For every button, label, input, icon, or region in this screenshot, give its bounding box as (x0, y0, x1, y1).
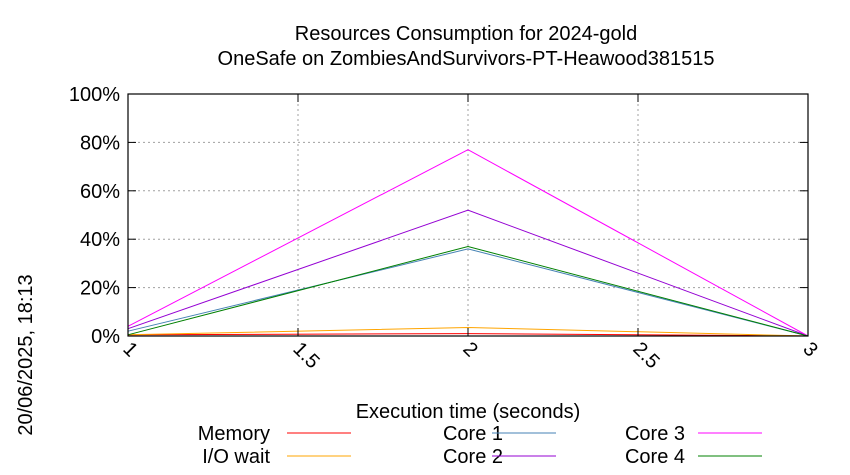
legend-label-core-3: Core 3 (625, 423, 685, 445)
y-tick-label: 60% (80, 181, 120, 203)
series-line-core-4 (127, 245, 809, 337)
y-tick-label: 20% (80, 278, 120, 300)
series-lines (127, 149, 809, 337)
x-tick-label: 1 (118, 338, 141, 361)
y-tick-label: 80% (80, 132, 120, 154)
x-tick-label: 1.5 (288, 338, 323, 373)
legend-label-i-o-wait: I/O wait (202, 446, 270, 468)
series-line-core-3 (127, 149, 809, 337)
x-axis-ticks: 1 1.5 2 2.5 3 (118, 94, 822, 373)
legend-label-core-4: Core 4 (625, 446, 685, 468)
grid-lines (128, 94, 808, 336)
legend-label-core-1: Core 1 (443, 423, 503, 445)
series-line-i-o-wait (127, 326, 809, 337)
x-axis-label: Execution time (seconds) (356, 401, 581, 423)
x-tick-label: 2.5 (628, 338, 663, 373)
timestamp-label: 20/06/2025, 18:13 (15, 274, 37, 435)
chart-title: Resources Consumption for 2024-gold (295, 23, 637, 45)
legend-label-core-2: Core 2 (443, 446, 503, 468)
y-tick-label: 0% (91, 326, 120, 348)
series-line-core-1 (127, 248, 809, 337)
y-tick-label: 100% (69, 84, 120, 106)
y-axis-ticks: 0% 20% 40% 60% 80% 100% (69, 84, 808, 348)
x-tick-label: 2 (458, 338, 481, 361)
legend-label-memory: Memory (198, 423, 270, 445)
x-tick-label: 3 (798, 338, 821, 361)
series-line-core-2 (127, 209, 809, 337)
y-tick-label: 40% (80, 229, 120, 251)
chart-subtitle: OneSafe on ZombiesAndSurvivors-PT-Heawoo… (218, 48, 715, 70)
